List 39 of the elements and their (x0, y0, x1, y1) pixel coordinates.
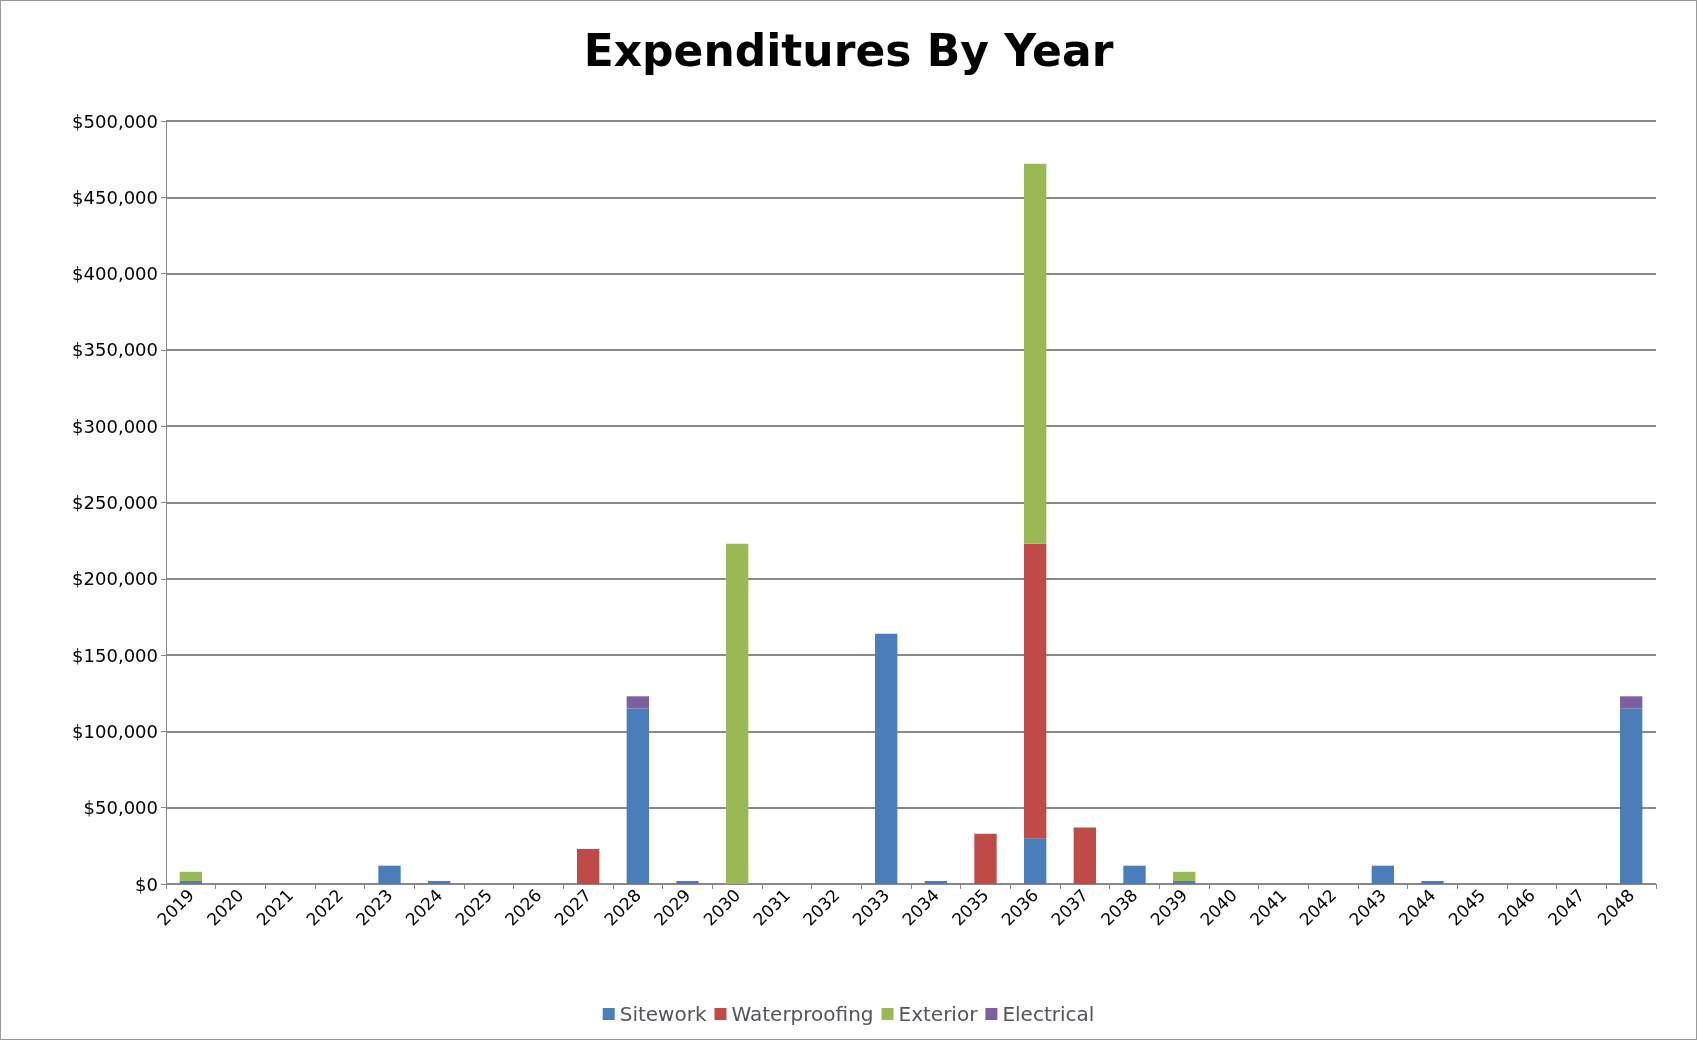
bar (725, 543, 749, 884)
legend-label: Exterior (898, 1002, 979, 1026)
bar (1619, 696, 1643, 709)
bar (1172, 880, 1196, 884)
y-tick-label: $150,000 (72, 644, 158, 666)
bar (1023, 543, 1047, 839)
bar (874, 633, 898, 884)
y-tick-label: $100,000 (72, 720, 158, 742)
y-tick-label: $300,000 (72, 415, 158, 437)
legend-label: Sitework (619, 1002, 707, 1026)
bar (924, 880, 948, 884)
legend-label: Waterproofing (731, 1002, 874, 1026)
legend-label: Electrical (1002, 1002, 1095, 1026)
y-tick-label: $0 (135, 873, 158, 895)
y-tick-label: $450,000 (72, 186, 158, 208)
bar (1023, 163, 1047, 544)
bar (1123, 865, 1146, 884)
y-tick-label: $50,000 (83, 797, 158, 819)
bar (179, 880, 203, 884)
chart-title: Expenditures By Year (583, 24, 1114, 76)
bar (179, 871, 203, 881)
y-tick-label: $250,000 (72, 492, 158, 513)
bar (576, 848, 600, 884)
y-tick-label: $400,000 (72, 263, 158, 285)
bar (974, 833, 997, 884)
bar (1619, 708, 1643, 884)
bar (1371, 865, 1395, 884)
y-tick-label: $350,000 (72, 339, 158, 361)
bar (378, 865, 401, 884)
bar (427, 880, 451, 884)
bar (676, 880, 699, 884)
bar (1421, 880, 1444, 884)
bar (1023, 838, 1047, 884)
bar (1073, 827, 1097, 884)
bar (626, 708, 650, 884)
bar (1172, 871, 1196, 881)
bar (626, 696, 650, 709)
y-tick-label: $200,000 (72, 568, 158, 590)
y-tick-label: $500,000 (72, 110, 158, 132)
